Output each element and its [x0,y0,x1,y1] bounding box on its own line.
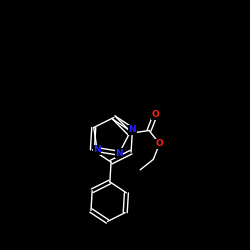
Text: N: N [128,125,136,134]
Text: O: O [151,110,159,119]
Text: N: N [115,149,123,158]
Text: N: N [93,145,101,154]
Text: O: O [156,139,164,148]
